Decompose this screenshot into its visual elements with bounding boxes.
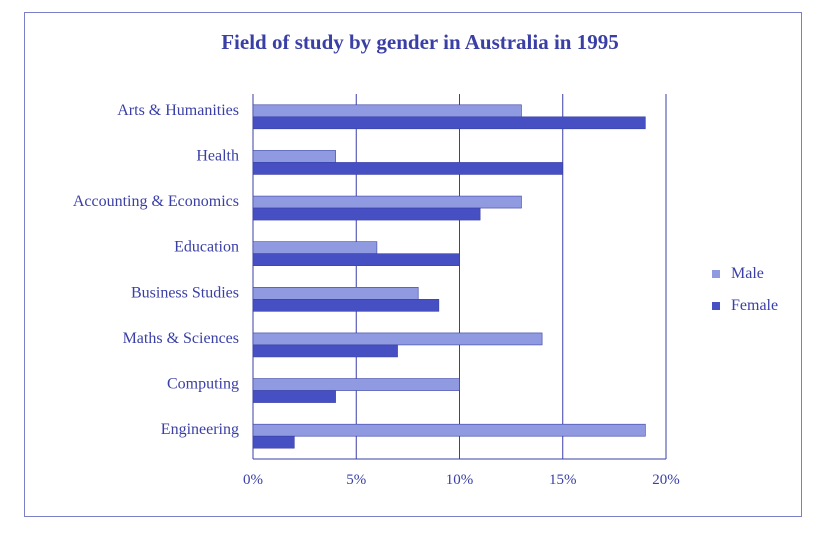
bar-female-3 bbox=[252, 253, 460, 266]
bar-female-2 bbox=[252, 207, 481, 221]
bar-male-1 bbox=[252, 150, 336, 163]
category-label: Engineering bbox=[161, 421, 239, 438]
bar-male-6 bbox=[252, 378, 460, 391]
category-label: Accounting & Economics bbox=[73, 193, 239, 210]
category-label: Business Studies bbox=[131, 284, 239, 301]
bar-female-4 bbox=[252, 299, 440, 312]
bar-female-6 bbox=[252, 390, 336, 403]
category-label: Maths & Sciences bbox=[123, 330, 239, 347]
category-labels: Arts & Humanities Health Accounting & Econ… bbox=[73, 102, 239, 438]
bar-male-4 bbox=[252, 287, 419, 300]
x-tick-labels: 0% 5% 10% 15% 20% bbox=[243, 472, 680, 488]
x-tick-label: 0% bbox=[243, 472, 263, 488]
bar-female-7 bbox=[252, 435, 295, 449]
x-tick-label: 15% bbox=[549, 472, 577, 488]
bar-female-0 bbox=[252, 116, 646, 130]
gridlines bbox=[252, 94, 667, 460]
category-label: Education bbox=[174, 239, 239, 256]
chart-title: Field of study by gender in Australia in… bbox=[221, 30, 619, 54]
legend: Male Female bbox=[712, 265, 778, 314]
bar-male-2 bbox=[252, 195, 522, 209]
bars bbox=[252, 104, 646, 449]
x-tick-label: 5% bbox=[346, 472, 366, 488]
bar-female-1 bbox=[252, 162, 564, 175]
bar-female-5 bbox=[252, 344, 398, 358]
legend-label-male: Male bbox=[731, 265, 764, 282]
bar-male-5 bbox=[252, 332, 543, 346]
category-label: Health bbox=[196, 147, 239, 164]
x-tick-label: 20% bbox=[652, 472, 680, 488]
bar-male-0 bbox=[252, 104, 522, 118]
bar-male-7 bbox=[252, 423, 646, 437]
legend-swatch-male bbox=[712, 270, 720, 278]
bar-male-3 bbox=[252, 241, 378, 254]
legend-swatch-female bbox=[712, 302, 720, 310]
x-tick-label: 10% bbox=[446, 472, 474, 488]
legend-label-female: Female bbox=[731, 297, 778, 314]
category-label: Arts & Humanities bbox=[117, 102, 239, 119]
category-label: Computing bbox=[167, 376, 239, 393]
